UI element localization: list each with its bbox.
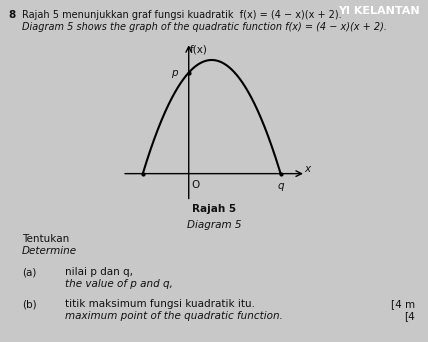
Text: Determine: Determine [22,246,77,256]
Text: (b): (b) [22,299,37,309]
Text: q: q [277,181,284,190]
Text: p: p [171,68,177,78]
Text: Diagram 5: Diagram 5 [187,220,241,230]
Text: [4 m: [4 m [391,299,415,309]
Text: [4: [4 [404,311,415,321]
Text: Rajah 5 menunjukkan graf fungsi kuadratik  f(x) = (4 − x)(x + 2).: Rajah 5 menunjukkan graf fungsi kuadrati… [22,10,342,20]
Text: Rajah 5: Rajah 5 [192,203,236,214]
Text: 8: 8 [8,10,15,20]
Text: f(x): f(x) [190,45,208,55]
Text: maximum point of the quadratic function.: maximum point of the quadratic function. [65,311,283,321]
Text: YI KELANTAN: YI KELANTAN [338,6,419,16]
Text: the value of p and q,: the value of p and q, [65,279,173,289]
Text: Diagram 5 shows the graph of the quadratic function f(x) = (4 − x)(x + 2).: Diagram 5 shows the graph of the quadrat… [22,22,387,32]
Text: O: O [191,180,200,190]
Text: Tentukan: Tentukan [22,234,69,244]
Text: (a): (a) [22,267,36,277]
Text: titik maksimum fungsi kuadratik itu.: titik maksimum fungsi kuadratik itu. [65,299,255,309]
Text: nilai p dan q,: nilai p dan q, [65,267,133,277]
Text: x: x [305,164,311,174]
